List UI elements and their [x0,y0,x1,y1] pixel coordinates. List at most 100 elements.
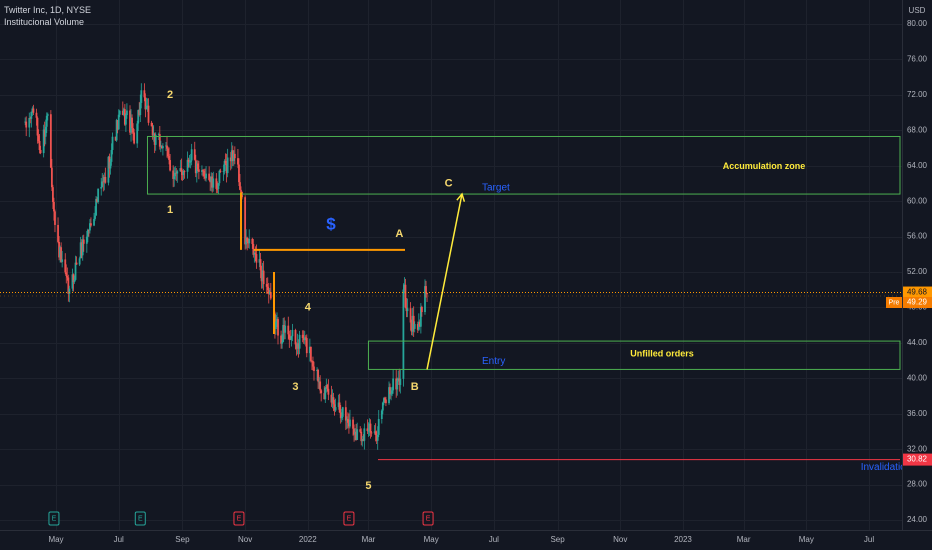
candle-body [49,114,52,168]
candle-body [330,394,333,403]
candle-body [78,258,81,265]
candle-body [266,286,269,291]
candle-body [122,109,125,115]
earnings-marker-icon[interactable] [422,511,434,526]
candle-body [61,259,64,262]
candle-body [189,160,192,162]
unfilled-orders-label: Unfilled orders [630,348,694,358]
candle-body [317,369,319,382]
projection-arrow-line [426,193,463,370]
candle-body [218,170,221,184]
price-tick-label: 28.00 [907,480,928,489]
wave-label-4: 4 [305,301,312,313]
candle-body [25,121,28,128]
candle-body [54,211,56,225]
candle-body [226,157,229,174]
candle-body [390,393,392,395]
candle-body [305,338,308,354]
candle-body [111,136,114,150]
candle-body [86,229,89,237]
candle-body [161,146,164,149]
candle-body [359,429,362,432]
price-tick-label: 44.00 [907,338,928,347]
candle-body [281,342,284,344]
candle-body [382,398,385,403]
candle-body [183,171,186,172]
candle-body [167,148,169,157]
candle-body [79,242,82,259]
earnings-marker-label: E [237,515,242,522]
candle-body [312,361,314,367]
candle-body [179,168,182,172]
invalidation-price-value: 30.82 [907,455,928,464]
candle-body [426,292,428,295]
candle-body [381,402,384,411]
candle-body [93,218,95,226]
pre-market-value: 49.29 [907,298,928,307]
candle-body [338,402,341,413]
candle-body [103,176,106,182]
candle-body [160,146,163,149]
candle-body [97,188,100,202]
candle-body [37,135,40,141]
earnings-marker-icon[interactable] [134,511,146,526]
candle-body [43,129,46,137]
candle-body [153,133,156,145]
candle-body [353,428,355,435]
candle-body [196,163,199,170]
price-tick-label: 24.00 [907,515,928,524]
wave-label-c: C [445,177,453,189]
candle-body [384,398,386,400]
candle-body [418,321,421,327]
candle-body [289,338,292,340]
candle-body [147,105,150,123]
candle-body [194,159,197,174]
candle-body [395,378,398,390]
candle-body [319,381,322,391]
candle-body [373,431,376,433]
target-label: Target [482,183,510,194]
earnings-marker-icon[interactable] [233,511,245,526]
currency-label: USD [909,6,926,15]
candle-body [44,126,47,137]
earnings-marker-icon[interactable] [48,511,60,526]
candle-body [309,346,312,361]
dollar-sign-label: $ [326,215,336,234]
candle-body [344,407,347,421]
candle-body [132,128,134,133]
candle-body [138,110,141,115]
candle-body [297,343,300,349]
candle-body [29,118,32,119]
invalidation-label: Invalidation [861,462,912,473]
candle-body [334,407,337,411]
candle-body [419,306,422,327]
candle-body [368,423,371,431]
candle-body [363,428,366,441]
candle-body [298,334,301,349]
time-tick-label: May [48,535,63,544]
time-tick-label: 2023 [674,535,692,544]
price-tick-label: 76.00 [907,55,928,64]
candle-body [397,378,400,381]
candle-body [186,159,189,172]
time-tick-label: Jul [864,535,874,544]
candle-body [356,429,359,440]
candle-body [406,308,409,312]
candle-body [291,329,294,337]
earnings-marker-icon[interactable] [343,511,355,526]
candle-body [417,321,420,330]
candle-body [181,171,184,175]
candle-body [216,188,219,190]
candle-body [39,149,42,154]
candle-body [168,156,170,161]
time-tick-label: Jul [114,535,124,544]
candle-body [294,329,297,345]
candle-body [57,224,59,242]
candle-body [104,176,107,183]
candle-body [123,109,126,125]
candle-body [405,307,408,312]
candle-body [139,102,142,115]
